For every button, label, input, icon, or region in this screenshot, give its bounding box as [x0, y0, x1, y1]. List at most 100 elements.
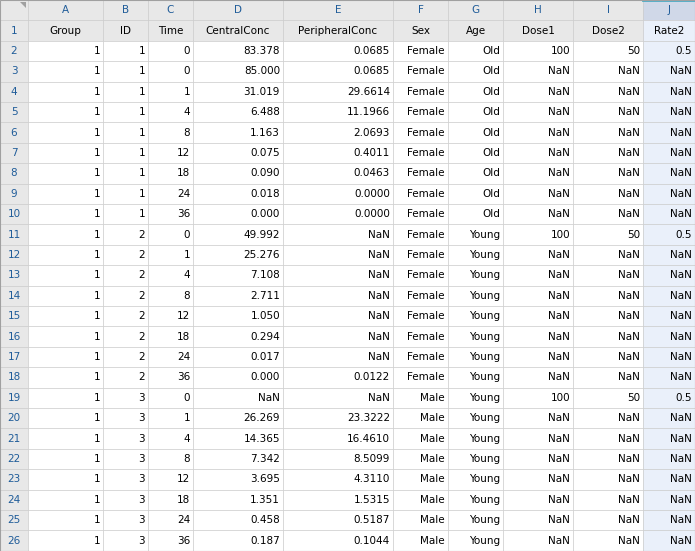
Bar	[28, 531, 103, 551]
Bar	[103, 204, 148, 224]
Bar	[503, 387, 573, 408]
Text: NaN: NaN	[368, 332, 390, 342]
Bar	[573, 204, 643, 224]
Bar	[148, 285, 193, 306]
Text: Old: Old	[482, 46, 500, 56]
Bar	[448, 347, 503, 367]
Text: 100: 100	[550, 46, 570, 56]
Text: 9: 9	[10, 189, 17, 199]
Text: NaN: NaN	[548, 372, 570, 382]
Text: Female: Female	[407, 107, 445, 117]
Bar	[148, 82, 193, 102]
Text: 1: 1	[93, 87, 100, 97]
Text: NaN: NaN	[548, 515, 570, 525]
Text: 7.108: 7.108	[250, 271, 280, 280]
Bar	[503, 245, 573, 265]
Text: 2: 2	[138, 291, 145, 301]
Bar	[28, 183, 103, 204]
Text: H: H	[534, 5, 542, 15]
Bar	[393, 469, 448, 490]
Bar	[103, 183, 148, 204]
Bar	[0, 347, 28, 367]
Bar	[193, 163, 283, 183]
Text: 85.000: 85.000	[244, 67, 280, 77]
Text: NaN: NaN	[548, 271, 570, 280]
Text: I: I	[607, 5, 610, 15]
Bar	[393, 143, 448, 163]
Bar	[503, 204, 573, 224]
Bar	[503, 408, 573, 428]
Bar	[193, 326, 283, 347]
Text: 1.163: 1.163	[250, 128, 280, 138]
Text: 1: 1	[93, 536, 100, 545]
Bar	[283, 0, 393, 20]
Text: 0.1044: 0.1044	[354, 536, 390, 545]
Text: CentralConc: CentralConc	[206, 25, 270, 36]
Bar	[283, 428, 393, 449]
Bar	[148, 245, 193, 265]
Bar	[283, 531, 393, 551]
Bar	[103, 347, 148, 367]
Text: NaN: NaN	[670, 87, 692, 97]
Bar	[393, 367, 448, 387]
Bar	[503, 183, 573, 204]
Text: NaN: NaN	[618, 271, 640, 280]
Text: NaN: NaN	[618, 372, 640, 382]
Bar	[103, 408, 148, 428]
Text: B: B	[122, 5, 129, 15]
Bar	[148, 143, 193, 163]
Text: 3: 3	[138, 393, 145, 403]
Bar	[393, 510, 448, 531]
Bar	[643, 469, 695, 490]
Bar	[0, 20, 28, 41]
Text: 31.019: 31.019	[244, 87, 280, 97]
Bar	[393, 163, 448, 183]
Bar	[393, 41, 448, 61]
Text: 6: 6	[10, 128, 17, 138]
Bar	[28, 367, 103, 387]
Bar	[503, 265, 573, 285]
Bar	[0, 143, 28, 163]
Text: 1: 1	[93, 271, 100, 280]
Text: Young: Young	[469, 291, 500, 301]
Bar	[573, 183, 643, 204]
Bar	[0, 0, 28, 20]
Bar	[0, 61, 28, 82]
Bar	[28, 0, 103, 20]
Text: Male: Male	[420, 474, 445, 484]
Text: NaN: NaN	[548, 67, 570, 77]
Text: Young: Young	[469, 393, 500, 403]
Text: 1: 1	[93, 332, 100, 342]
Bar	[148, 449, 193, 469]
Bar	[148, 20, 193, 41]
Bar	[28, 387, 103, 408]
Bar	[0, 408, 28, 428]
Text: Sex: Sex	[411, 25, 430, 36]
Bar	[393, 20, 448, 41]
Bar	[103, 367, 148, 387]
Bar	[28, 265, 103, 285]
Bar	[573, 163, 643, 183]
Text: Female: Female	[407, 311, 445, 321]
Bar	[0, 326, 28, 347]
Bar	[103, 531, 148, 551]
Bar	[283, 326, 393, 347]
Text: C: C	[167, 5, 174, 15]
Bar	[448, 41, 503, 61]
Bar	[643, 306, 695, 326]
Text: NaN: NaN	[618, 291, 640, 301]
Text: Old: Old	[482, 87, 500, 97]
Text: 1: 1	[93, 495, 100, 505]
Bar	[0, 245, 28, 265]
Text: Young: Young	[469, 495, 500, 505]
Text: Female: Female	[407, 148, 445, 158]
Bar	[193, 265, 283, 285]
Bar	[643, 61, 695, 82]
Text: Female: Female	[407, 128, 445, 138]
Bar	[573, 469, 643, 490]
Bar	[28, 285, 103, 306]
Text: 0.4011: 0.4011	[354, 148, 390, 158]
Bar	[393, 326, 448, 347]
Bar	[193, 224, 283, 245]
Bar	[448, 510, 503, 531]
